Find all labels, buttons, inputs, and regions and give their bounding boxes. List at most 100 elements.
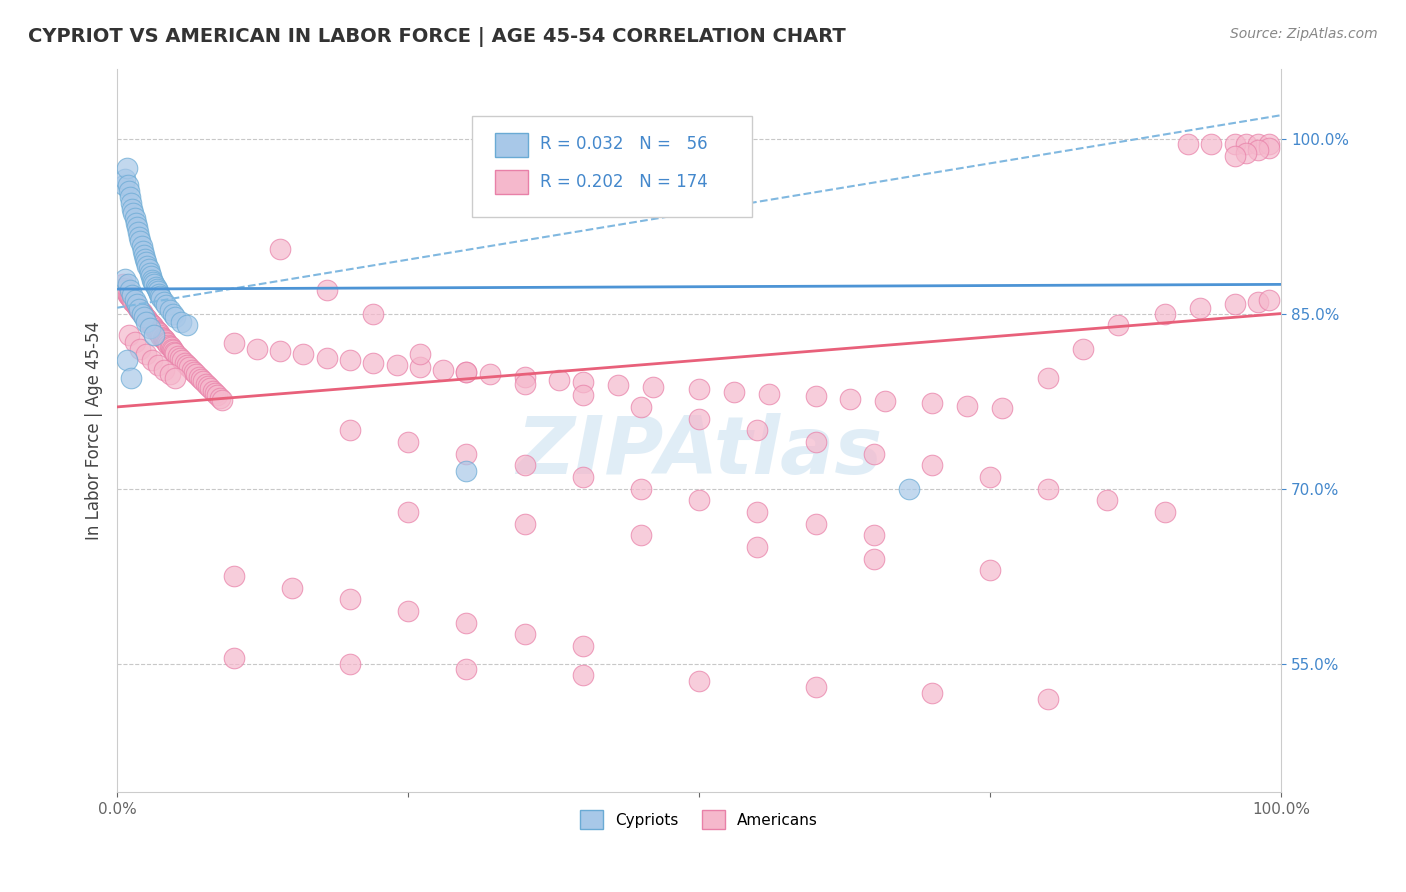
Point xyxy=(114,172,136,186)
Point xyxy=(149,327,172,342)
Point xyxy=(339,592,361,607)
Point xyxy=(183,365,205,379)
Point xyxy=(129,304,152,318)
Point xyxy=(409,360,432,375)
Point xyxy=(121,202,143,216)
Point xyxy=(141,318,163,333)
Point xyxy=(723,384,745,399)
Point xyxy=(641,380,664,394)
Point xyxy=(132,244,155,258)
Point xyxy=(361,307,384,321)
Point xyxy=(193,374,215,388)
Point xyxy=(200,381,222,395)
Point xyxy=(456,615,478,630)
Point xyxy=(128,303,150,318)
Point xyxy=(1247,137,1270,152)
Point xyxy=(758,387,780,401)
Point xyxy=(1177,137,1199,152)
Point xyxy=(141,273,163,287)
Point xyxy=(143,327,166,342)
Point xyxy=(127,301,149,315)
Text: R = 0.202   N = 174: R = 0.202 N = 174 xyxy=(540,173,707,191)
Point xyxy=(396,604,419,618)
Point xyxy=(513,627,536,641)
Point xyxy=(173,355,195,369)
Point xyxy=(513,376,536,391)
Point xyxy=(187,369,209,384)
Point xyxy=(222,569,245,583)
Point xyxy=(129,234,152,248)
Point xyxy=(1223,137,1246,152)
Point xyxy=(315,283,337,297)
Point xyxy=(163,345,186,359)
Point xyxy=(139,269,162,284)
Point xyxy=(132,309,155,323)
Point xyxy=(269,343,291,358)
Point xyxy=(921,686,943,700)
Point xyxy=(165,310,187,324)
Point xyxy=(1038,691,1060,706)
Point xyxy=(121,288,143,302)
Point xyxy=(117,277,139,292)
Point xyxy=(135,311,157,326)
Point xyxy=(571,668,593,682)
Text: CYPRIOT VS AMERICAN IN LABOR FORCE | AGE 45-54 CORRELATION CHART: CYPRIOT VS AMERICAN IN LABOR FORCE | AGE… xyxy=(28,27,846,46)
Point xyxy=(990,401,1012,415)
Point xyxy=(1258,141,1281,155)
Point xyxy=(201,384,224,398)
Point xyxy=(170,315,193,329)
Point xyxy=(117,178,139,193)
Text: R = 0.032   N =   56: R = 0.032 N = 56 xyxy=(540,136,707,153)
Point xyxy=(152,332,174,346)
Point xyxy=(136,312,159,326)
Point xyxy=(150,292,173,306)
Point xyxy=(361,355,384,369)
Point xyxy=(131,239,153,253)
Point xyxy=(176,358,198,372)
Point xyxy=(688,383,710,397)
Point xyxy=(115,161,138,175)
Point xyxy=(143,320,166,334)
Point xyxy=(1247,143,1270,157)
Point xyxy=(339,657,361,671)
Point xyxy=(211,392,233,407)
Point xyxy=(135,315,157,329)
Point xyxy=(456,662,478,676)
Point xyxy=(606,377,628,392)
Point xyxy=(222,335,245,350)
Point xyxy=(139,316,162,330)
Point xyxy=(1258,137,1281,152)
Point xyxy=(1188,301,1211,315)
Point xyxy=(115,353,138,368)
Point xyxy=(630,482,652,496)
Point xyxy=(132,310,155,324)
Point xyxy=(456,464,478,478)
Point xyxy=(208,391,231,405)
Point xyxy=(125,300,148,314)
Point xyxy=(132,248,155,262)
Point xyxy=(1071,342,1094,356)
Point xyxy=(118,283,141,297)
Point xyxy=(131,307,153,321)
Point xyxy=(141,353,163,368)
Point xyxy=(1153,505,1175,519)
Point xyxy=(456,365,478,379)
Point xyxy=(135,255,157,269)
Point xyxy=(1199,137,1222,152)
Point xyxy=(124,293,146,307)
Point xyxy=(149,289,172,303)
Point xyxy=(688,493,710,508)
Point xyxy=(804,434,827,449)
Point xyxy=(630,528,652,542)
Point xyxy=(979,470,1001,484)
Point xyxy=(804,516,827,531)
Point xyxy=(180,362,202,376)
Point xyxy=(145,279,167,293)
Point xyxy=(339,423,361,437)
Point xyxy=(112,281,135,295)
Point xyxy=(315,351,337,365)
Point xyxy=(979,563,1001,577)
Text: ZIPAtlas: ZIPAtlas xyxy=(516,413,883,491)
Point xyxy=(172,353,194,368)
Point xyxy=(1234,137,1257,152)
